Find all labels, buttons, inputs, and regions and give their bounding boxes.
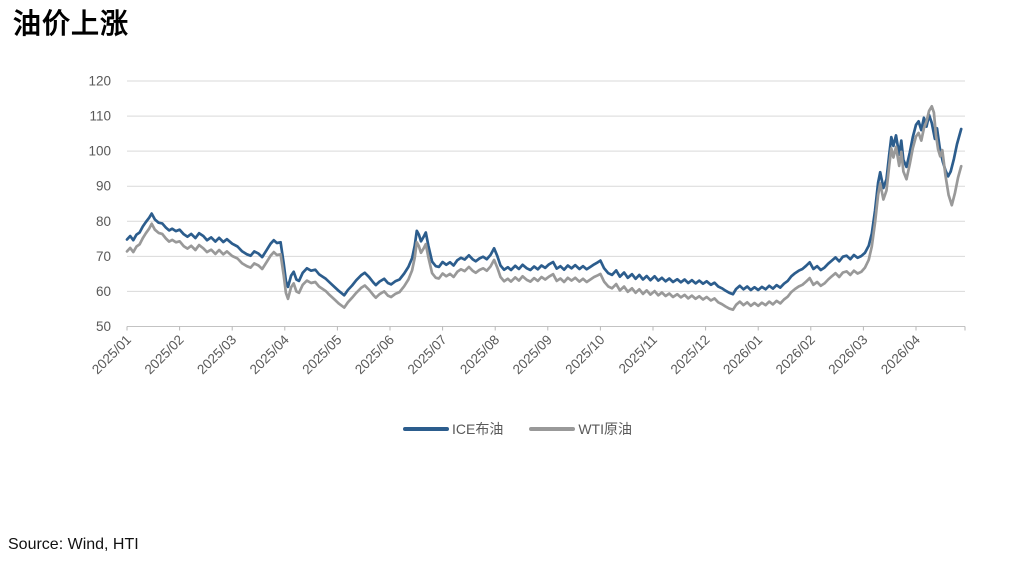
series-line-wti: [125, 104, 963, 312]
x-axis-label: 2025/01: [89, 332, 134, 377]
x-axis-label: 2025/04: [247, 332, 292, 377]
x-axis-label: 2025/05: [299, 332, 344, 377]
x-axis-label: 2025/09: [510, 332, 555, 377]
y-axis-label: 90: [96, 179, 111, 194]
legend-swatch-wti-icon: [529, 427, 576, 431]
chart-legend: ICE布油 WTI原油: [0, 419, 1035, 439]
y-axis-label: 110: [89, 109, 111, 124]
source-note: Source: Wind, HTI: [8, 536, 139, 553]
legend-label-wti: WTI原油: [578, 421, 632, 437]
legend-item-wti: WTI原油: [529, 419, 632, 439]
series-line-ice-brent: [125, 113, 963, 297]
y-axis-label: 60: [96, 284, 111, 299]
x-axis-label: 2025/06: [352, 332, 397, 377]
y-axis-label: 100: [88, 144, 111, 159]
x-axis-label: 2025/11: [616, 332, 660, 376]
x-axis-label: 2025/08: [457, 332, 502, 377]
x-axis-label: 2025/03: [194, 332, 239, 377]
x-axis-label: 2026/03: [825, 332, 870, 377]
x-axis-label: 2025/02: [142, 332, 187, 377]
x-axis-label: 2025/12: [668, 332, 713, 377]
y-axis-label: 70: [96, 249, 111, 264]
x-axis-label: 2025/07: [405, 332, 450, 377]
x-axis-label: 2026/04: [878, 332, 923, 377]
legend-label-ice-brent: ICE布油: [452, 421, 504, 437]
y-axis-label: 120: [88, 74, 111, 89]
y-axis-label: 50: [96, 319, 111, 334]
x-axis-label: 2025/10: [562, 332, 607, 377]
page-title: 油价上涨: [13, 7, 130, 40]
legend-item-ice-brent: ICE布油: [403, 419, 503, 439]
x-axis-label: 2026/01: [720, 332, 765, 377]
y-axis-label: 80: [96, 214, 111, 229]
legend-swatch-ice-brent-icon: [403, 427, 449, 431]
x-axis-label: 2026/02: [773, 332, 818, 377]
